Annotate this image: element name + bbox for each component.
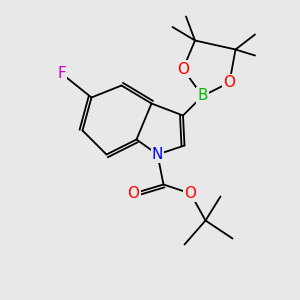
- Text: O: O: [224, 75, 236, 90]
- Text: N: N: [152, 147, 163, 162]
- Text: O: O: [184, 186, 196, 201]
- Text: F: F: [57, 66, 66, 81]
- Text: B: B: [197, 88, 208, 104]
- Text: O: O: [128, 186, 140, 201]
- Text: O: O: [177, 61, 189, 76]
